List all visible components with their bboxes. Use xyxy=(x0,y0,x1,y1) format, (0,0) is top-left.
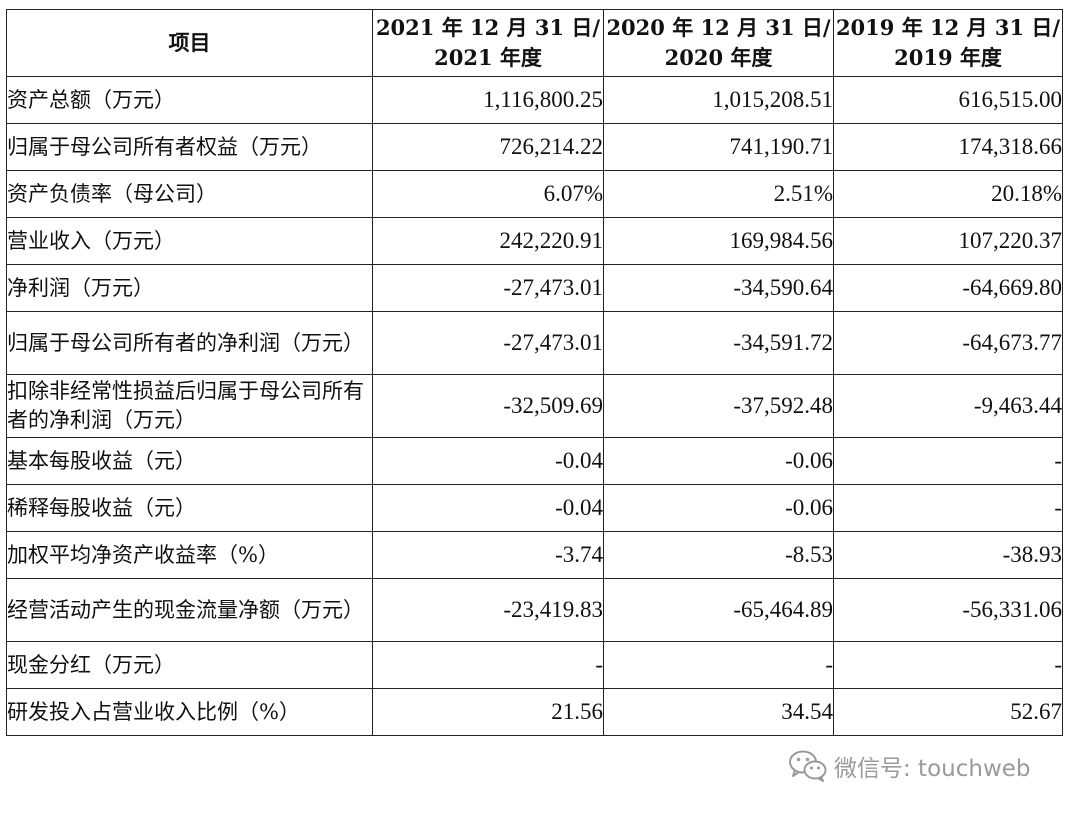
value-2021: 21.56 xyxy=(372,688,604,736)
value-2021: 1,116,800.25 xyxy=(372,76,604,124)
value-2021: -0.04 xyxy=(372,484,604,532)
value-2021: -23,419.83 xyxy=(372,578,604,642)
row-label: 资产负债率（母公司） xyxy=(6,170,373,218)
table-row: 扣除非经常性损益后归属于母公司所有者的净利润（万元） -32,509.69 -3… xyxy=(6,374,1063,438)
value-2020: -0.06 xyxy=(603,484,834,532)
financial-table: 项目 2021 年 12 月 31 日/2021 年度 2020 年 12 月 … xyxy=(6,9,1063,736)
row-label: 加权平均净资产收益率（%） xyxy=(6,531,373,579)
table-row: 基本每股收益（元） -0.04 -0.06 - xyxy=(6,437,1063,485)
table-row: 现金分红（万元） - - - xyxy=(6,641,1063,689)
row-label: 归属于母公司所有者权益（万元） xyxy=(6,123,373,171)
table-row: 经营活动产生的现金流量净额（万元） -23,419.83 -65,464.89 … xyxy=(6,578,1063,642)
wechat-icon xyxy=(788,749,828,783)
table-row: 研发投入占营业收入比例（%） 21.56 34.54 52.67 xyxy=(6,688,1063,736)
header-row: 项目 2021 年 12 月 31 日/2021 年度 2020 年 12 月 … xyxy=(6,9,1063,77)
row-label: 稀释每股收益（元） xyxy=(6,484,373,532)
header-2021: 2021 年 12 月 31 日/2021 年度 xyxy=(372,9,604,77)
value-2019: -64,673.77 xyxy=(833,311,1063,375)
value-2020: 34.54 xyxy=(603,688,834,736)
value-2019: - xyxy=(833,437,1063,485)
value-2019: 174,318.66 xyxy=(833,123,1063,171)
value-2020: - xyxy=(603,641,834,689)
value-2020: -8.53 xyxy=(603,531,834,579)
value-2021: -32,509.69 xyxy=(372,374,604,438)
row-label: 扣除非经常性损益后归属于母公司所有者的净利润（万元） xyxy=(6,374,373,438)
value-2019: -9,463.44 xyxy=(833,374,1063,438)
row-label: 归属于母公司所有者的净利润（万元） xyxy=(6,311,373,375)
value-2019: 616,515.00 xyxy=(833,76,1063,124)
value-2020: 741,190.71 xyxy=(603,123,834,171)
value-2019: -56,331.06 xyxy=(833,578,1063,642)
value-2020: -34,590.64 xyxy=(603,264,834,312)
value-2020: -37,592.48 xyxy=(603,374,834,438)
table-row: 归属于母公司所有者权益（万元） 726,214.22 741,190.71 17… xyxy=(6,123,1063,171)
table-header: 项目 2021 年 12 月 31 日/2021 年度 2020 年 12 月 … xyxy=(6,9,1063,77)
value-2019: 107,220.37 xyxy=(833,217,1063,265)
row-label: 营业收入（万元） xyxy=(6,217,373,265)
value-2021: -3.74 xyxy=(372,531,604,579)
value-2020: 2.51% xyxy=(603,170,834,218)
value-2019: -38.93 xyxy=(833,531,1063,579)
header-2019: 2019 年 12 月 31 日/2019 年度 xyxy=(833,9,1063,77)
table-row: 稀释每股收益（元） -0.04 -0.06 - xyxy=(6,484,1063,532)
table-row: 净利润（万元） -27,473.01 -34,590.64 -64,669.80 xyxy=(6,264,1063,312)
table-row: 资产负债率（母公司） 6.07% 2.51% 20.18% xyxy=(6,170,1063,218)
value-2021: 726,214.22 xyxy=(372,123,604,171)
table-row: 资产总额（万元） 1,116,800.25 1,015,208.51 616,5… xyxy=(6,76,1063,124)
value-2020: 169,984.56 xyxy=(603,217,834,265)
value-2020: -0.06 xyxy=(603,437,834,485)
value-2021: -27,473.01 xyxy=(372,264,604,312)
value-2020: 1,015,208.51 xyxy=(603,76,834,124)
value-2021: 242,220.91 xyxy=(372,217,604,265)
watermark-text: 微信号: touchweb xyxy=(834,756,1031,782)
value-2020: -34,591.72 xyxy=(603,311,834,375)
header-item: 项目 xyxy=(6,9,373,77)
value-2019: 52.67 xyxy=(833,688,1063,736)
value-2019: - xyxy=(833,484,1063,532)
watermark: 微信号: touchweb xyxy=(788,748,1031,784)
value-2019: - xyxy=(833,641,1063,689)
row-label: 资产总额（万元） xyxy=(6,76,373,124)
row-label: 研发投入占营业收入比例（%） xyxy=(6,688,373,736)
value-2020: -65,464.89 xyxy=(603,578,834,642)
value-2021: -27,473.01 xyxy=(372,311,604,375)
row-label: 经营活动产生的现金流量净额（万元） xyxy=(6,578,373,642)
row-label: 现金分红（万元） xyxy=(6,641,373,689)
value-2019: -64,669.80 xyxy=(833,264,1063,312)
table-body: 资产总额（万元） 1,116,800.25 1,015,208.51 616,5… xyxy=(6,76,1063,736)
row-label: 净利润（万元） xyxy=(6,264,373,312)
value-2021: 6.07% xyxy=(372,170,604,218)
value-2021: -0.04 xyxy=(372,437,604,485)
table-row: 加权平均净资产收益率（%） -3.74 -8.53 -38.93 xyxy=(6,531,1063,579)
table-row: 营业收入（万元） 242,220.91 169,984.56 107,220.3… xyxy=(6,217,1063,265)
value-2021: - xyxy=(372,641,604,689)
header-2020: 2020 年 12 月 31 日/2020 年度 xyxy=(603,9,834,77)
row-label: 基本每股收益（元） xyxy=(6,437,373,485)
table-row: 归属于母公司所有者的净利润（万元） -27,473.01 -34,591.72 … xyxy=(6,311,1063,375)
value-2019: 20.18% xyxy=(833,170,1063,218)
